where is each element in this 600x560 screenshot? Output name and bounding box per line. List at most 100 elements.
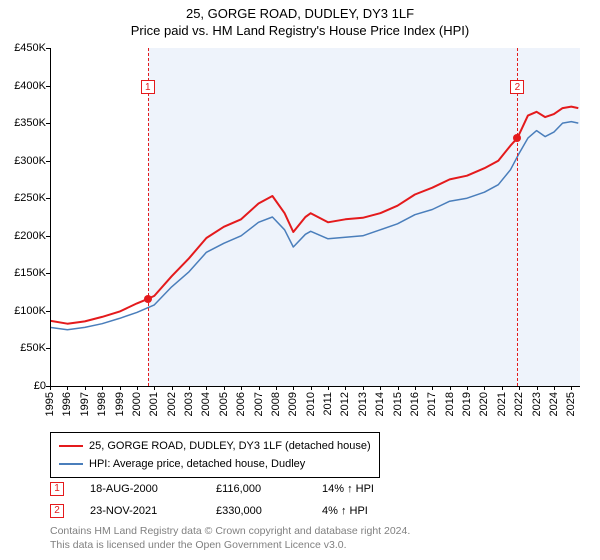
y-tick-label: £450K bbox=[14, 42, 46, 54]
x-tick-label: 2001 bbox=[148, 392, 160, 416]
x-tick-label: 2025 bbox=[565, 392, 577, 416]
titles: 25, GORGE ROAD, DUDLEY, DY3 1LF Price pa… bbox=[0, 0, 600, 38]
sales-row-marker: 2 bbox=[50, 504, 64, 518]
sale-vline bbox=[148, 48, 149, 386]
x-axis: 1995199619971998199920002001200220032004… bbox=[50, 386, 580, 430]
x-tick-mark bbox=[415, 386, 416, 390]
sales-row-price: £330,000 bbox=[216, 505, 296, 517]
y-axis-line bbox=[50, 48, 51, 386]
x-tick-mark bbox=[398, 386, 399, 390]
x-tick-label: 2011 bbox=[322, 392, 334, 416]
chart-title: 25, GORGE ROAD, DUDLEY, DY3 1LF bbox=[0, 6, 600, 21]
x-tick-label: 2019 bbox=[461, 392, 473, 416]
x-tick-label: 1995 bbox=[44, 392, 56, 416]
x-tick-label: 2004 bbox=[200, 392, 212, 416]
y-tick-label: £0 bbox=[34, 380, 46, 392]
sales-row-date: 18-AUG-2000 bbox=[90, 483, 190, 495]
sales-row: 2 23-NOV-2021 £330,000 4% ↑ HPI bbox=[50, 500, 374, 522]
legend-swatch bbox=[59, 463, 83, 465]
x-tick-label: 1997 bbox=[79, 392, 91, 416]
x-tick-mark bbox=[467, 386, 468, 390]
y-tick-label: £50K bbox=[20, 342, 46, 354]
x-tick-mark bbox=[484, 386, 485, 390]
x-tick-mark bbox=[432, 386, 433, 390]
y-tick-label: £350K bbox=[14, 117, 46, 129]
x-tick-mark bbox=[293, 386, 294, 390]
sale-marker: 2 bbox=[510, 80, 524, 94]
x-tick-mark bbox=[328, 386, 329, 390]
x-tick-mark bbox=[502, 386, 503, 390]
x-tick-mark bbox=[311, 386, 312, 390]
x-tick-label: 2008 bbox=[270, 392, 282, 416]
x-tick-label: 2015 bbox=[392, 392, 404, 416]
sales-row: 1 18-AUG-2000 £116,000 14% ↑ HPI bbox=[50, 478, 374, 500]
sale-vline bbox=[517, 48, 518, 386]
x-tick-mark bbox=[154, 386, 155, 390]
x-tick-label: 2010 bbox=[305, 392, 317, 416]
series-line bbox=[50, 107, 578, 324]
x-tick-label: 2006 bbox=[235, 392, 247, 416]
sales-row-price: £116,000 bbox=[216, 483, 296, 495]
x-tick-label: 2018 bbox=[444, 392, 456, 416]
x-tick-mark bbox=[241, 386, 242, 390]
x-tick-mark bbox=[85, 386, 86, 390]
x-tick-label: 1996 bbox=[61, 392, 73, 416]
x-tick-label: 1998 bbox=[96, 392, 108, 416]
x-tick-label: 2007 bbox=[253, 392, 265, 416]
x-tick-mark bbox=[120, 386, 121, 390]
x-tick-label: 2000 bbox=[131, 392, 143, 416]
plot-area: 12 bbox=[50, 48, 580, 386]
line-plot bbox=[50, 48, 580, 386]
x-tick-label: 2009 bbox=[287, 392, 299, 416]
footer-line-1: Contains HM Land Registry data © Crown c… bbox=[50, 524, 410, 538]
y-tick-label: £200K bbox=[14, 230, 46, 242]
x-tick-mark bbox=[224, 386, 225, 390]
y-tick-label: £100K bbox=[14, 305, 46, 317]
x-tick-label: 2022 bbox=[513, 392, 525, 416]
footer-line-2: This data is licensed under the Open Gov… bbox=[50, 538, 410, 552]
x-tick-label: 1999 bbox=[114, 392, 126, 416]
sales-row-date: 23-NOV-2021 bbox=[90, 505, 190, 517]
x-tick-mark bbox=[363, 386, 364, 390]
sales-row-hpi: 14% ↑ HPI bbox=[322, 483, 374, 495]
legend-item: HPI: Average price, detached house, Dudl… bbox=[59, 455, 371, 473]
y-tick-label: £300K bbox=[14, 155, 46, 167]
legend-swatch bbox=[59, 445, 83, 447]
x-tick-label: 2012 bbox=[339, 392, 351, 416]
x-tick-mark bbox=[102, 386, 103, 390]
sales-row-marker: 1 bbox=[50, 482, 64, 496]
y-axis: £0£50K£100K£150K£200K£250K£300K£350K£400… bbox=[0, 48, 50, 386]
x-tick-mark bbox=[189, 386, 190, 390]
x-tick-mark bbox=[259, 386, 260, 390]
sales-row-hpi: 4% ↑ HPI bbox=[322, 505, 368, 517]
x-tick-mark bbox=[537, 386, 538, 390]
x-tick-label: 2016 bbox=[409, 392, 421, 416]
y-tick-label: £250K bbox=[14, 192, 46, 204]
x-tick-label: 2014 bbox=[374, 392, 386, 416]
y-tick-label: £150K bbox=[14, 267, 46, 279]
x-tick-mark bbox=[276, 386, 277, 390]
x-tick-label: 2005 bbox=[218, 392, 230, 416]
x-tick-label: 2017 bbox=[426, 392, 438, 416]
chart-subtitle: Price paid vs. HM Land Registry's House … bbox=[0, 23, 600, 38]
x-tick-label: 2023 bbox=[531, 392, 543, 416]
x-tick-label: 2013 bbox=[357, 392, 369, 416]
sale-marker: 1 bbox=[141, 80, 155, 94]
x-tick-mark bbox=[519, 386, 520, 390]
x-tick-mark bbox=[50, 386, 51, 390]
legend-label: HPI: Average price, detached house, Dudl… bbox=[89, 455, 305, 473]
x-tick-label: 2024 bbox=[548, 392, 560, 416]
sales-table: 1 18-AUG-2000 £116,000 14% ↑ HPI 2 23-NOV-202… bbox=[50, 478, 374, 522]
chart-container: 25, GORGE ROAD, DUDLEY, DY3 1LF Price pa… bbox=[0, 0, 600, 560]
series-line bbox=[50, 122, 578, 330]
legend-label: 25, GORGE ROAD, DUDLEY, DY3 1LF (detache… bbox=[89, 437, 371, 455]
x-tick-mark bbox=[172, 386, 173, 390]
x-tick-label: 2020 bbox=[478, 392, 490, 416]
legend: 25, GORGE ROAD, DUDLEY, DY3 1LF (detache… bbox=[50, 432, 380, 478]
x-tick-mark bbox=[571, 386, 572, 390]
sale-dot bbox=[513, 134, 521, 142]
x-tick-mark bbox=[345, 386, 346, 390]
sale-dot bbox=[144, 295, 152, 303]
x-tick-mark bbox=[450, 386, 451, 390]
y-tick-label: £400K bbox=[14, 80, 46, 92]
